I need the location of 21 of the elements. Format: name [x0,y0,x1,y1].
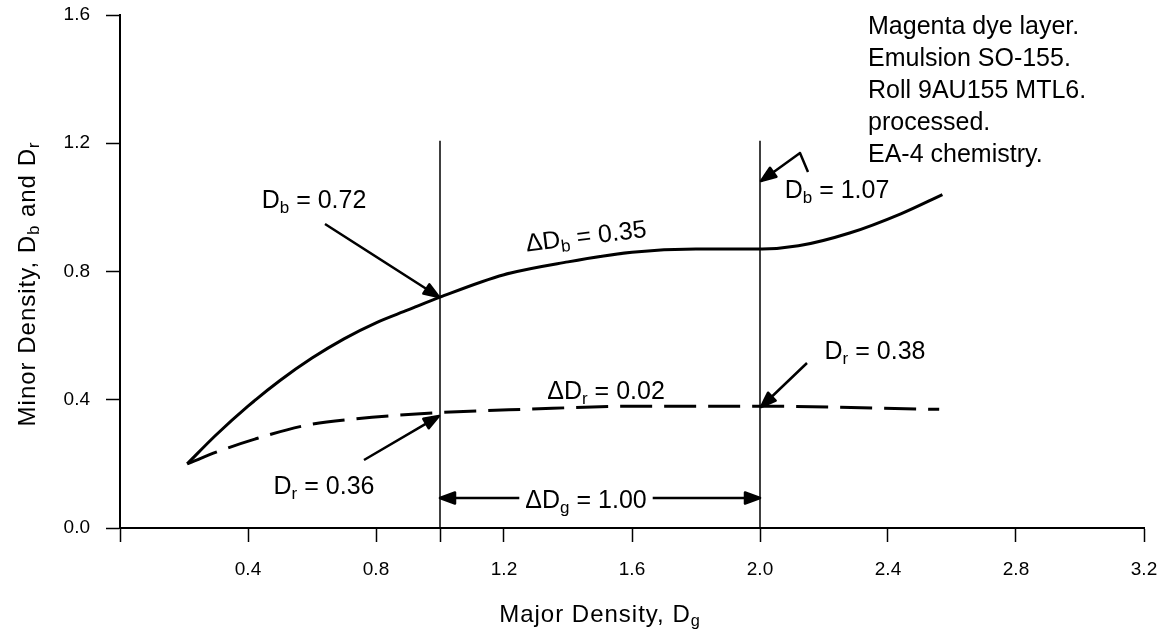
y-tick-label: 0.4 [63,387,91,409]
annotation: D$_{r}$ = 0.38 [824,336,926,368]
y-tick-label: 0.8 [63,259,90,281]
x-tick-label: 2.8 [1002,557,1030,579]
y-tick-label: 1.6 [63,3,90,25]
x-tick-label: 2.4 [874,557,902,579]
x-tick-label: 3.2 [1130,557,1158,579]
annotation: ΔD$_{r}$ = 0.02 [547,376,665,408]
annotation: ΔD$_{g}$ = 1.00 [525,485,647,517]
x-tick-label: 1.2 [490,557,518,579]
y-tick-label: 0.0 [63,516,90,538]
x-axis-title: Major Density, D$_{g}$ [499,599,701,630]
x-tick-label: 2.0 [746,557,774,579]
annotation: Magenta dye layer. Emulsion SO-155. Roll 9AU155 MTL6. processed. EA-4 chemistry. [868,10,1087,169]
annotation: D$_{b}$ = 0.72 [261,185,367,217]
x-tick-label: 0.4 [234,557,262,579]
x-tick-label: 0.8 [362,557,390,579]
annotation: D$_{r}$ = 0.36 [273,471,375,503]
x-tick-label: 1.6 [618,557,646,579]
y-tick-label: 1.2 [63,131,90,153]
annotation: D$_{b}$ = 1.07 [784,175,890,207]
